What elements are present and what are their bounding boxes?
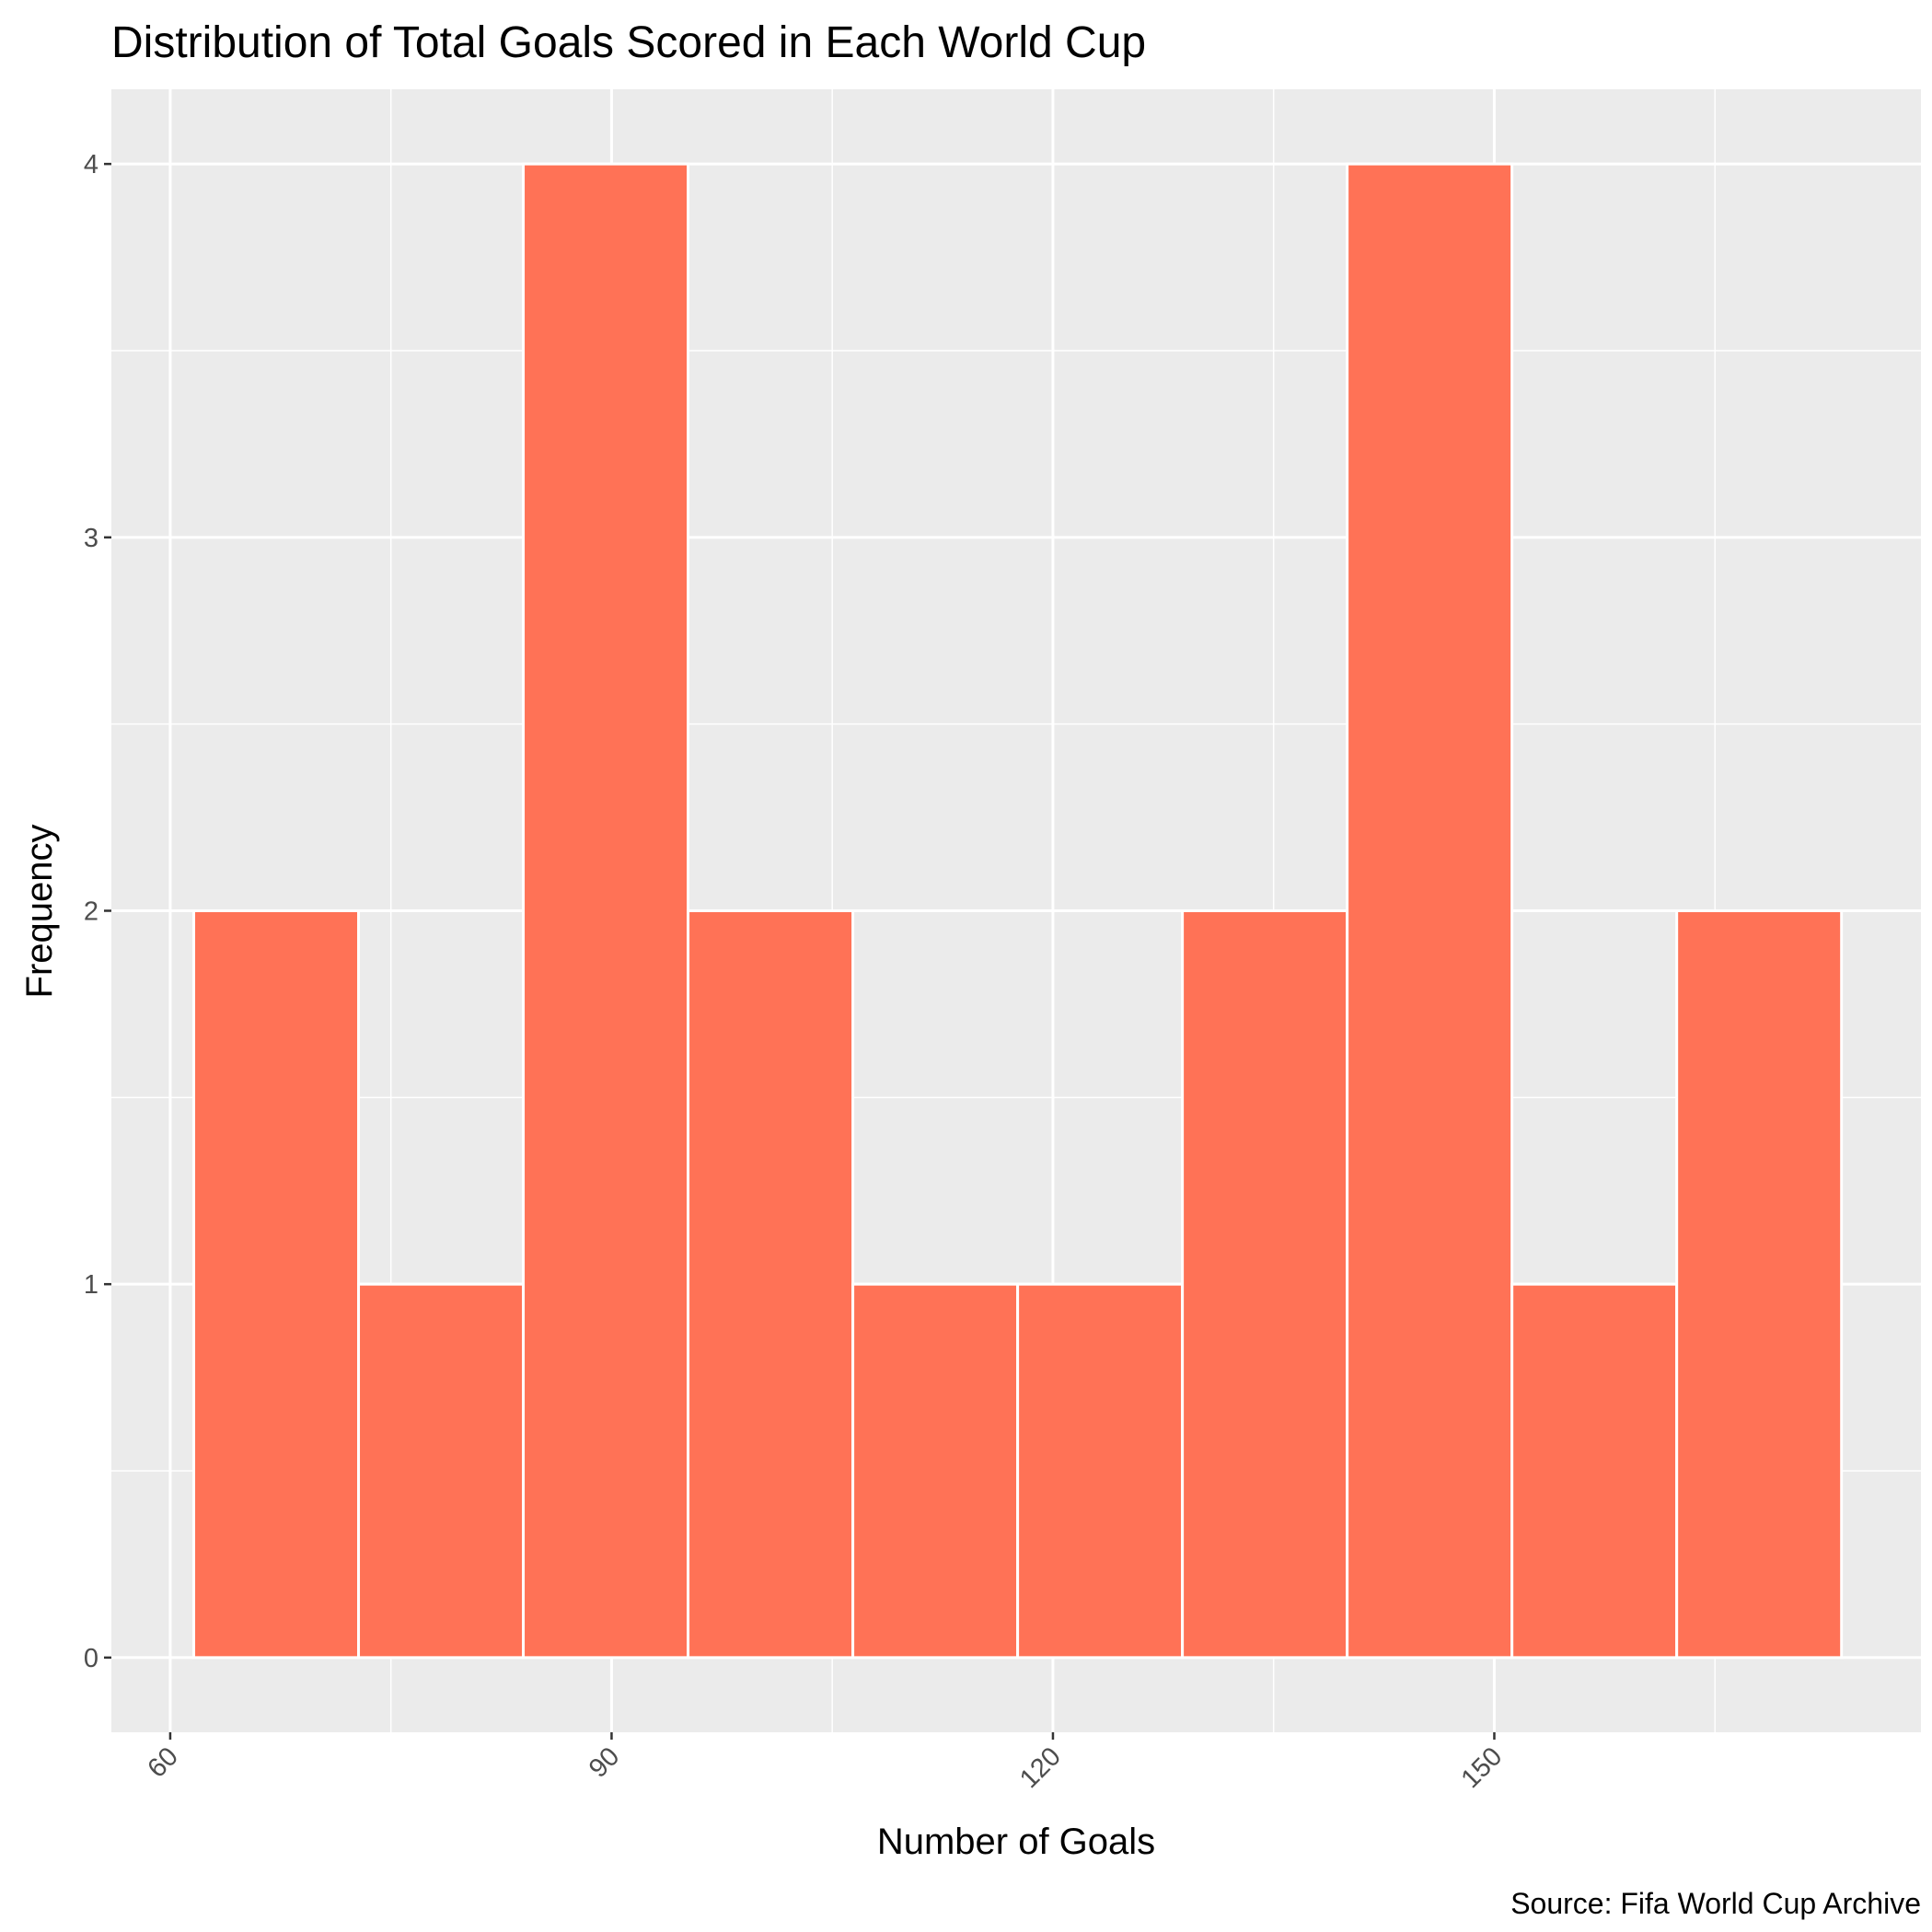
y-axis-title: Frequency [19, 825, 60, 999]
histogram-bar-5 [1016, 1282, 1185, 1660]
y-axis: 0 1 2 3 4 [84, 150, 111, 1673]
histogram-bar-6 [1181, 909, 1349, 1660]
histogram-bar-8 [1510, 1282, 1679, 1660]
y-tick-label-2: 2 [84, 897, 98, 927]
y-tick-label-4: 4 [84, 150, 98, 179]
histogram-bar-4 [851, 1282, 1020, 1660]
y-tick-label-0: 0 [84, 1644, 98, 1673]
y-tick-label-1: 1 [84, 1270, 98, 1300]
histogram-bar-7 [1346, 162, 1514, 1660]
histogram-bar-0 [192, 909, 361, 1660]
histogram-bar-1 [357, 1282, 526, 1660]
histogram-bar-3 [687, 909, 855, 1660]
histogram-bar-9 [1675, 909, 1844, 1660]
x-axis-title: Number of Goals [877, 1822, 1155, 1862]
histogram-bars [192, 162, 1844, 1660]
y-tick-label-3: 3 [84, 524, 98, 553]
chart-caption: Source: Fifa World Cup Archive [1510, 1887, 1921, 1920]
histogram-bar-2 [522, 162, 690, 1660]
chart-title: Distribution of Total Goals Scored in Ea… [111, 18, 1146, 67]
